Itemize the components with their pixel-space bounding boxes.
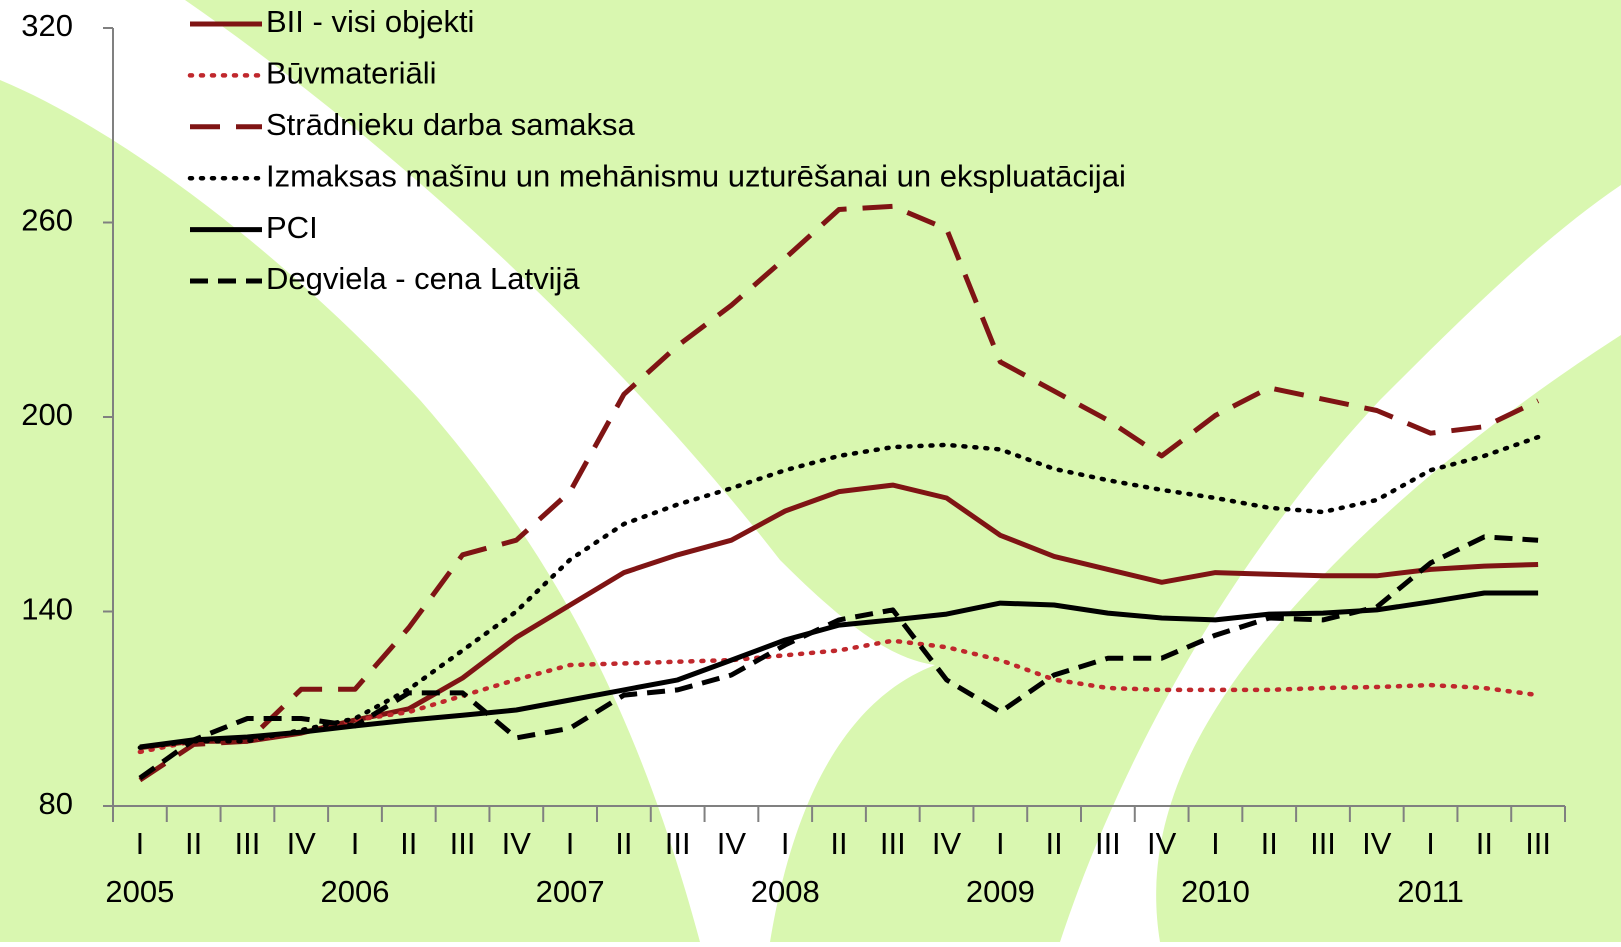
year-label: 2009: [966, 874, 1035, 909]
x-tick-label: III: [665, 826, 691, 861]
x-tick-label: II: [615, 826, 632, 861]
y-tick-label: 80: [39, 786, 73, 821]
x-tick-label: III: [450, 826, 476, 861]
legend-label: Strādnieku darba samaksa: [266, 107, 636, 142]
x-tick-label: IV: [1362, 826, 1392, 861]
x-tick-label: IV: [1147, 826, 1177, 861]
x-tick-label: III: [880, 826, 906, 861]
legend-label: Degviela - cena Latvijā: [266, 261, 580, 296]
x-tick-label: I: [566, 826, 575, 861]
page: {"chart_data": {"type": "line", "categor…: [0, 0, 1621, 947]
x-tick-label: I: [1426, 826, 1435, 861]
x-tick-label: II: [1045, 826, 1062, 861]
year-label: 2008: [751, 874, 820, 909]
year-label: 2006: [321, 874, 390, 909]
y-tick-label: 320: [21, 8, 73, 43]
chart: 80140200260320IIIIIIIVIIIIIIIVIIIIIIIVII…: [0, 0, 1621, 942]
x-tick-label: III: [1310, 826, 1336, 861]
x-tick-label: II: [400, 826, 417, 861]
x-tick-label: III: [1525, 826, 1551, 861]
x-tick-label: IV: [502, 826, 532, 861]
x-tick-label: II: [185, 826, 202, 861]
y-tick-label: 140: [21, 592, 73, 627]
x-tick-label: II: [1476, 826, 1493, 861]
x-tick-label: I: [781, 826, 790, 861]
legend-label: PCI: [266, 210, 318, 245]
x-tick-label: I: [351, 826, 360, 861]
x-tick-label: IV: [287, 826, 317, 861]
x-tick-label: I: [996, 826, 1005, 861]
year-label: 2011: [1397, 874, 1464, 909]
y-tick-label: 200: [21, 397, 73, 432]
x-tick-label: IV: [932, 826, 962, 861]
year-label: 2007: [536, 874, 605, 909]
y-tick-label: 260: [21, 203, 73, 238]
x-tick-label: I: [1211, 826, 1220, 861]
legend-label: Būvmateriāli: [266, 56, 437, 91]
year-label: 2005: [105, 874, 174, 909]
x-tick-label: III: [1095, 826, 1121, 861]
legend-label: Izmaksas mašīnu un mehānismu uzturēšanai…: [266, 158, 1126, 193]
x-tick-label: I: [136, 826, 145, 861]
x-tick-label: IV: [717, 826, 747, 861]
x-tick-label: II: [1261, 826, 1278, 861]
x-tick-label: III: [235, 826, 261, 861]
legend-label: BII - visi objekti: [266, 4, 474, 39]
x-tick-label: II: [830, 826, 847, 861]
year-label: 2010: [1181, 874, 1250, 909]
